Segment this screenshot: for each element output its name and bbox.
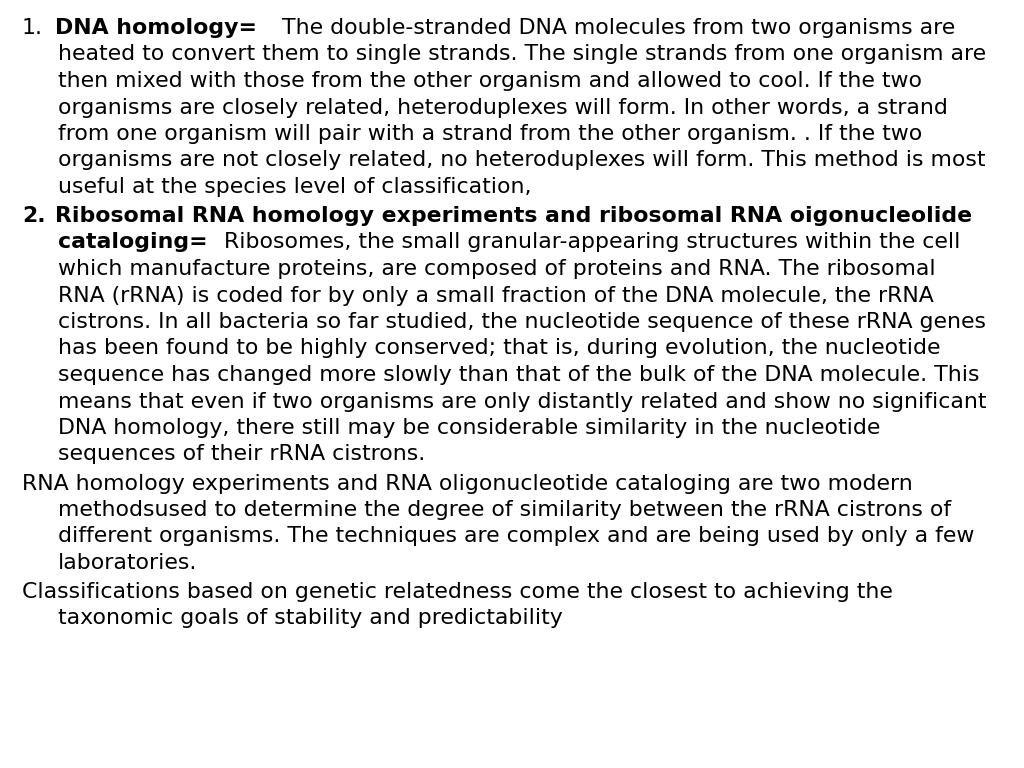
Text: useful at the species level of classification,: useful at the species level of classific… xyxy=(58,177,531,197)
Text: DNA homology, there still may be considerable similarity in the nucleotide: DNA homology, there still may be conside… xyxy=(58,418,881,438)
Text: 2.: 2. xyxy=(22,206,46,226)
Text: means that even if two organisms are only distantly related and show no signific: means that even if two organisms are onl… xyxy=(58,392,986,412)
Text: cataloging=: cataloging= xyxy=(58,233,208,253)
Text: RNA (rRNA) is coded for by only a small fraction of the DNA molecule, the rRNA: RNA (rRNA) is coded for by only a small … xyxy=(58,286,934,306)
Text: then mixed with those from the other organism and allowed to cool. If the two: then mixed with those from the other org… xyxy=(58,71,922,91)
Text: taxonomic goals of stability and predictability: taxonomic goals of stability and predict… xyxy=(58,608,563,628)
Text: organisms are not closely related, no heteroduplexes will form. This method is m: organisms are not closely related, no he… xyxy=(58,151,985,170)
Text: laboratories.: laboratories. xyxy=(58,553,198,573)
Text: which manufacture proteins, are composed of proteins and RNA. The ribosomal: which manufacture proteins, are composed… xyxy=(58,259,936,279)
Text: Ribosomes, the small granular-appearing structures within the cell: Ribosomes, the small granular-appearing … xyxy=(210,233,961,253)
Text: has been found to be highly conserved; that is, during evolution, the nucleotide: has been found to be highly conserved; t… xyxy=(58,339,940,359)
Text: organisms are closely related, heteroduplexes will form. In other words, a stran: organisms are closely related, heterodup… xyxy=(58,98,948,118)
Text: 1.: 1. xyxy=(22,18,43,38)
Text: cistrons. In all bacteria so far studied, the nucleotide sequence of these rRNA : cistrons. In all bacteria so far studied… xyxy=(58,312,986,332)
Text: sequences of their rRNA cistrons.: sequences of their rRNA cistrons. xyxy=(58,445,425,465)
Text: Ribosomal RNA homology experiments and ribosomal RNA oigonucleolide: Ribosomal RNA homology experiments and r… xyxy=(55,206,972,226)
Text: methodsused to determine the degree of similarity between the rRNA cistrons of: methodsused to determine the degree of s… xyxy=(58,500,951,520)
Text: DNA homology=: DNA homology= xyxy=(55,18,257,38)
Text: RNA homology experiments and RNA oligonucleotide cataloging are two modern: RNA homology experiments and RNA oligonu… xyxy=(22,474,912,494)
Text: sequence has changed more slowly than that of the bulk of the DNA molecule. This: sequence has changed more slowly than th… xyxy=(58,365,980,385)
Text: from one organism will pair with a strand from the other organism. . If the two: from one organism will pair with a stran… xyxy=(58,124,923,144)
Text: different organisms. The techniques are complex and are being used by only a few: different organisms. The techniques are … xyxy=(58,527,975,547)
Text: The double-stranded DNA molecules from two organisms are: The double-stranded DNA molecules from t… xyxy=(261,18,955,38)
Text: Classifications based on genetic relatedness come the closest to achieving the: Classifications based on genetic related… xyxy=(22,582,893,602)
Text: heated to convert them to single strands. The single strands from one organism a: heated to convert them to single strands… xyxy=(58,45,986,65)
